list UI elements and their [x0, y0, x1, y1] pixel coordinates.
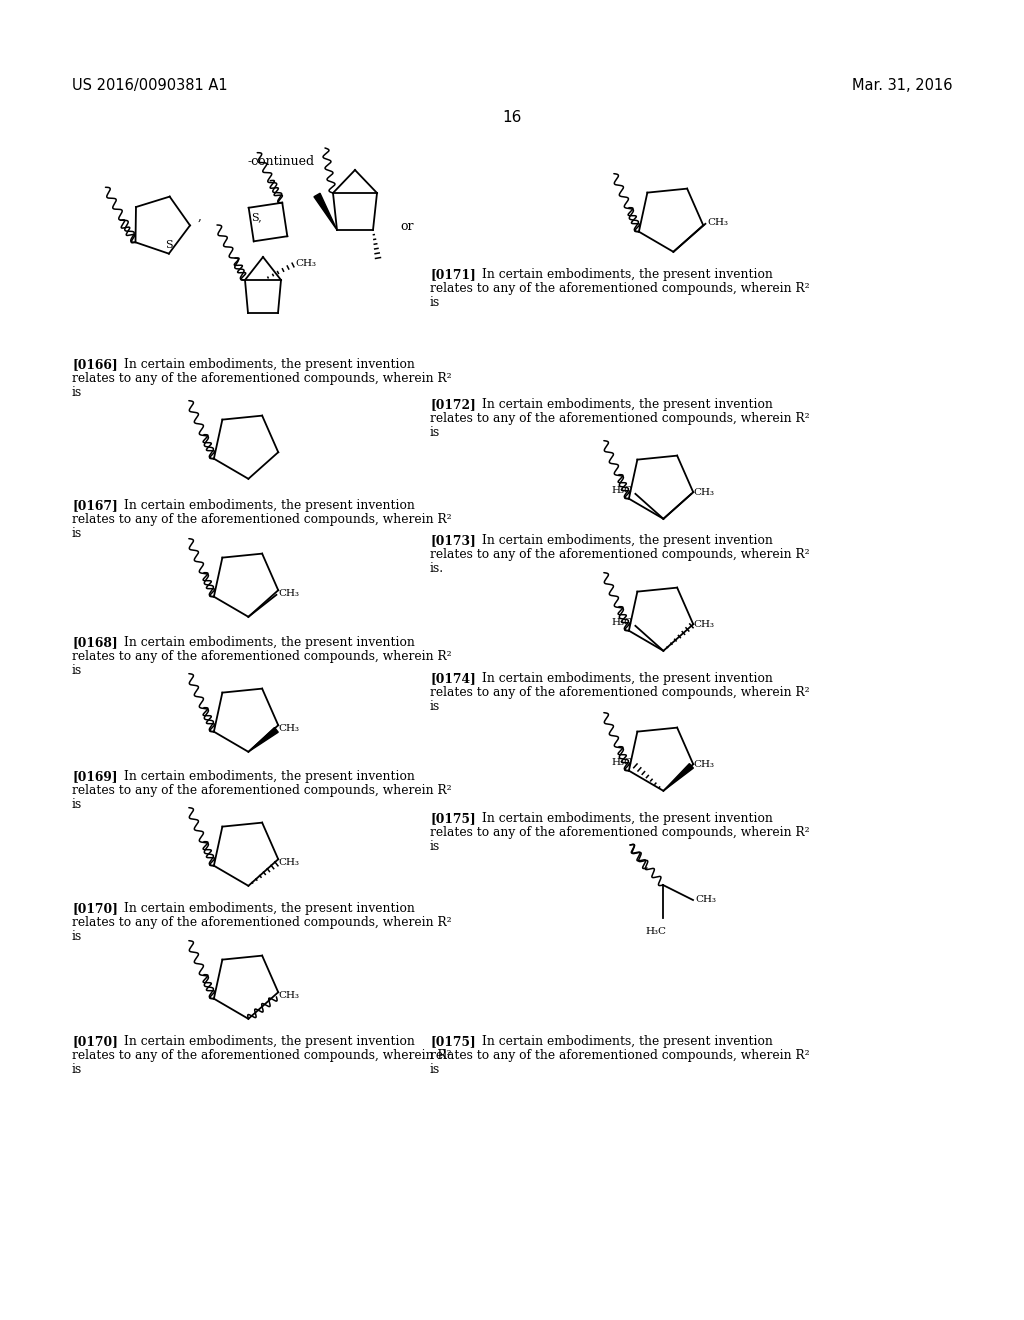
- Text: [0171]: [0171]: [430, 268, 476, 281]
- Text: S,: S,: [251, 211, 261, 222]
- Text: or: or: [400, 220, 414, 234]
- Text: 16: 16: [503, 110, 521, 125]
- Text: relates to any of the aforementioned compounds, wherein R²: relates to any of the aforementioned com…: [72, 649, 452, 663]
- Text: is: is: [430, 1063, 440, 1076]
- Text: is: is: [72, 385, 82, 399]
- Text: is: is: [430, 296, 440, 309]
- Text: relates to any of the aforementioned compounds, wherein R²: relates to any of the aforementioned com…: [430, 826, 810, 840]
- Text: In certain embodiments, the present invention: In certain embodiments, the present inve…: [482, 268, 773, 281]
- Text: [0167]: [0167]: [72, 499, 118, 512]
- Text: In certain embodiments, the present invention: In certain embodiments, the present inve…: [124, 358, 415, 371]
- Text: CH₃: CH₃: [279, 725, 299, 734]
- Text: relates to any of the aforementioned compounds, wherein R²: relates to any of the aforementioned com…: [72, 916, 452, 929]
- Text: CH₃: CH₃: [693, 760, 715, 770]
- Text: relates to any of the aforementioned compounds, wherein R²: relates to any of the aforementioned com…: [72, 784, 452, 797]
- Text: CH₃: CH₃: [693, 488, 715, 498]
- Text: relates to any of the aforementioned compounds, wherein R²: relates to any of the aforementioned com…: [72, 513, 452, 525]
- Polygon shape: [314, 193, 337, 230]
- Text: [0174]: [0174]: [430, 672, 476, 685]
- Text: CH₃: CH₃: [695, 895, 716, 904]
- Polygon shape: [249, 727, 279, 752]
- Text: In certain embodiments, the present invention: In certain embodiments, the present inve…: [124, 636, 415, 649]
- Text: In certain embodiments, the present invention: In certain embodiments, the present inve…: [124, 1035, 415, 1048]
- Text: H₃C: H₃C: [645, 928, 666, 936]
- Text: H₃C: H₃C: [611, 758, 633, 767]
- Text: In certain embodiments, the present invention: In certain embodiments, the present inve…: [482, 1035, 773, 1048]
- Text: relates to any of the aforementioned compounds, wherein R²: relates to any of the aforementioned com…: [430, 412, 810, 425]
- Text: is: is: [72, 664, 82, 677]
- Polygon shape: [664, 763, 693, 791]
- Text: In certain embodiments, the present invention: In certain embodiments, the present inve…: [124, 499, 415, 512]
- Text: [0173]: [0173]: [430, 535, 476, 546]
- Text: In certain embodiments, the present invention: In certain embodiments, the present inve…: [482, 812, 773, 825]
- Text: [0175]: [0175]: [430, 1035, 475, 1048]
- Text: Mar. 31, 2016: Mar. 31, 2016: [852, 78, 952, 92]
- Text: -continued: -continued: [248, 154, 315, 168]
- Text: In certain embodiments, the present invention: In certain embodiments, the present inve…: [482, 399, 773, 411]
- Text: ,: ,: [198, 210, 202, 223]
- Text: [0168]: [0168]: [72, 636, 118, 649]
- Text: CH₃: CH₃: [279, 858, 299, 867]
- Text: is: is: [430, 426, 440, 440]
- Text: relates to any of the aforementioned compounds, wherein R²: relates to any of the aforementioned com…: [430, 548, 810, 561]
- Text: [0172]: [0172]: [430, 399, 476, 411]
- Text: [0169]: [0169]: [72, 770, 118, 783]
- Text: H₃C: H₃C: [611, 486, 633, 495]
- Text: CH₃: CH₃: [693, 620, 715, 630]
- Text: [0166]: [0166]: [72, 358, 118, 371]
- Text: CH₃: CH₃: [295, 259, 316, 268]
- Text: CH₃: CH₃: [708, 218, 728, 227]
- Text: [0175]: [0175]: [430, 812, 475, 825]
- Text: relates to any of the aforementioned compounds, wherein R²: relates to any of the aforementioned com…: [430, 282, 810, 294]
- Text: In certain embodiments, the present invention: In certain embodiments, the present inve…: [124, 902, 415, 915]
- Text: relates to any of the aforementioned compounds, wherein R²: relates to any of the aforementioned com…: [430, 686, 810, 700]
- Text: In certain embodiments, the present invention: In certain embodiments, the present inve…: [482, 672, 773, 685]
- Text: is: is: [72, 527, 82, 540]
- Text: is.: is.: [430, 562, 444, 576]
- Text: H₃C: H₃C: [611, 618, 633, 627]
- Text: S: S: [165, 240, 173, 249]
- Text: is: is: [430, 700, 440, 713]
- Text: US 2016/0090381 A1: US 2016/0090381 A1: [72, 78, 227, 92]
- Text: CH₃: CH₃: [279, 991, 299, 1001]
- Text: relates to any of the aforementioned compounds, wherein R²: relates to any of the aforementioned com…: [72, 1049, 452, 1063]
- Text: is: is: [430, 840, 440, 853]
- Text: relates to any of the aforementioned compounds, wherein R²: relates to any of the aforementioned com…: [430, 1049, 810, 1063]
- Text: [0170]: [0170]: [72, 1035, 118, 1048]
- Text: [0170]: [0170]: [72, 902, 118, 915]
- Text: is: is: [72, 1063, 82, 1076]
- Text: In certain embodiments, the present invention: In certain embodiments, the present inve…: [482, 535, 773, 546]
- Text: relates to any of the aforementioned compounds, wherein R²: relates to any of the aforementioned com…: [72, 372, 452, 385]
- Text: CH₃: CH₃: [279, 589, 299, 598]
- Text: is: is: [72, 799, 82, 810]
- Text: In certain embodiments, the present invention: In certain embodiments, the present inve…: [124, 770, 415, 783]
- Text: is: is: [72, 931, 82, 942]
